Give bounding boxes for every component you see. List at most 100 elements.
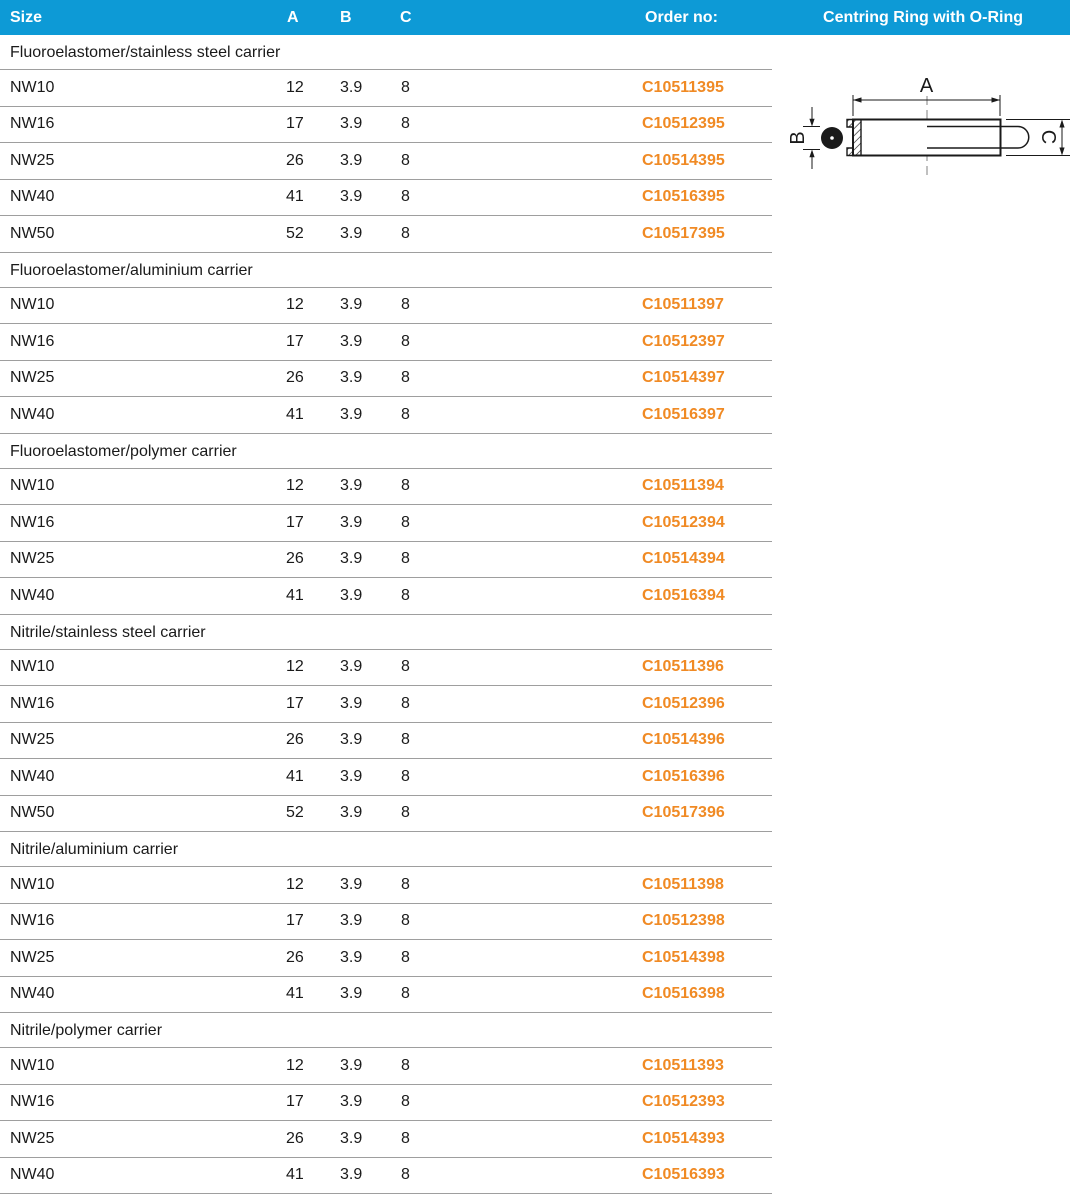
size-cell: NW16 xyxy=(10,1093,55,1111)
table-row: NW50 52 3.9 8 C10517395 xyxy=(0,216,772,253)
size-cell: NW40 xyxy=(10,586,55,604)
order-no-link[interactable]: C10511397 xyxy=(642,296,724,314)
dim-c-cell: 8 xyxy=(401,188,410,206)
order-no-link[interactable]: C10512397 xyxy=(642,332,725,350)
dim-a-cell: 41 xyxy=(286,985,304,1003)
order-no-link[interactable]: C10516396 xyxy=(642,767,725,785)
dim-label-c: C xyxy=(1037,130,1059,144)
table-row: NW10 12 3.9 8 C10511394 xyxy=(0,469,772,505)
size-cell: NW25 xyxy=(10,948,55,966)
order-no-link[interactable]: C10514395 xyxy=(642,151,725,169)
dim-a-cell: 41 xyxy=(286,767,304,785)
order-no-link[interactable]: C10517396 xyxy=(642,804,725,822)
dim-c-cell: 8 xyxy=(401,731,410,749)
table-row: NW40 41 3.9 8 C10516393 xyxy=(0,1158,772,1194)
dim-b-cell: 3.9 xyxy=(340,151,363,169)
table-row: NW10 12 3.9 8 C10511395 xyxy=(0,70,772,107)
table-row: NW25 26 3.9 8 C10514397 xyxy=(0,361,772,397)
dim-a-cell: 12 xyxy=(286,78,304,96)
dim-b-cell: 3.9 xyxy=(340,550,363,568)
technical-drawing: A C B xyxy=(787,72,1076,202)
dim-b-cell: 3.9 xyxy=(340,477,363,495)
dim-c-cell: 8 xyxy=(401,1166,410,1184)
size-cell: NW25 xyxy=(10,550,55,568)
table-row: NW40 41 3.9 8 C10516398 xyxy=(0,977,772,1013)
size-cell: NW40 xyxy=(10,985,55,1003)
dim-a-cell: 26 xyxy=(286,731,304,749)
section-header: Nitrile/aluminium carrier xyxy=(0,832,772,867)
dim-a-cell: 26 xyxy=(286,1129,304,1147)
order-no-link[interactable]: C10516393 xyxy=(642,1166,725,1184)
table-row: NW16 17 3.9 8 C10512397 xyxy=(0,324,772,361)
dim-c-cell: 8 xyxy=(401,912,410,930)
table-row: NW10 12 3.9 8 C10511393 xyxy=(0,1048,772,1085)
table-body: Fluoroelastomer/stainless steel carrier N… xyxy=(0,35,772,1194)
order-no-link[interactable]: C10512396 xyxy=(642,694,725,712)
size-cell: NW16 xyxy=(10,513,55,531)
dim-c-cell: 8 xyxy=(401,694,410,712)
size-cell: NW25 xyxy=(10,731,55,749)
order-no-link[interactable]: C10512393 xyxy=(642,1093,725,1111)
dim-a-cell: 41 xyxy=(286,1166,304,1184)
table-row: NW25 26 3.9 8 C10514396 xyxy=(0,723,772,759)
order-no-link[interactable]: C10516395 xyxy=(642,188,725,206)
size-cell: NW10 xyxy=(10,78,55,96)
dim-c-cell: 8 xyxy=(401,658,410,676)
dim-a-cell: 12 xyxy=(286,477,304,495)
order-no-link[interactable]: C10511395 xyxy=(642,78,724,96)
order-no-link[interactable]: C10516398 xyxy=(642,985,725,1003)
order-no-link[interactable]: C10514398 xyxy=(642,948,725,966)
product-table: Fluoroelastomer/stainless steel carrier N… xyxy=(0,35,772,1194)
order-no-link[interactable]: C10511394 xyxy=(642,477,724,495)
dim-a-cell: 12 xyxy=(286,875,304,893)
order-no-link[interactable]: C10514394 xyxy=(642,550,725,568)
dim-a-cell: 52 xyxy=(286,224,304,242)
order-no-link[interactable]: C10512395 xyxy=(642,115,725,133)
size-cell: NW50 xyxy=(10,224,55,242)
dim-c-cell: 8 xyxy=(401,332,410,350)
column-header-c: C xyxy=(400,9,412,26)
dim-a-cell: 41 xyxy=(286,405,304,423)
table-row: NW40 41 3.9 8 C10516396 xyxy=(0,759,772,796)
dim-c-cell: 8 xyxy=(401,115,410,133)
dim-c-cell: 8 xyxy=(401,767,410,785)
size-cell: NW10 xyxy=(10,875,55,893)
dim-b-cell: 3.9 xyxy=(340,332,363,350)
order-no-link[interactable]: C10511396 xyxy=(642,658,724,676)
order-no-link[interactable]: C10514397 xyxy=(642,369,725,387)
dim-c-cell: 8 xyxy=(401,78,410,96)
dim-b-cell: 3.9 xyxy=(340,875,363,893)
dim-label-b: B xyxy=(790,131,809,144)
dim-c-cell: 8 xyxy=(401,586,410,604)
size-cell: NW40 xyxy=(10,188,55,206)
column-header-order-no: Order no: xyxy=(645,9,718,26)
table-row: NW16 17 3.9 8 C10512398 xyxy=(0,904,772,940)
size-cell: NW10 xyxy=(10,1056,55,1074)
dim-b-cell: 3.9 xyxy=(340,694,363,712)
dim-c-cell: 8 xyxy=(401,513,410,531)
order-no-link[interactable]: C10512398 xyxy=(642,912,725,930)
dim-a-cell: 12 xyxy=(286,1056,304,1074)
dim-a-cell: 17 xyxy=(286,694,304,712)
order-no-link[interactable]: C10511398 xyxy=(642,875,724,893)
dim-a-cell: 26 xyxy=(286,948,304,966)
dim-b-cell: 3.9 xyxy=(340,78,363,96)
order-no-link[interactable]: C10511393 xyxy=(642,1056,724,1074)
order-no-link[interactable]: C10516397 xyxy=(642,405,725,423)
tongue-profile xyxy=(927,125,1030,149)
dim-a-cell: 17 xyxy=(286,912,304,930)
order-no-link[interactable]: C10516394 xyxy=(642,586,725,604)
dim-b-cell: 3.9 xyxy=(340,985,363,1003)
order-no-link[interactable]: C10514396 xyxy=(642,731,725,749)
size-cell: NW10 xyxy=(10,296,55,314)
order-no-link[interactable]: C10517395 xyxy=(642,224,725,242)
table-row: NW10 12 3.9 8 C10511398 xyxy=(0,867,772,904)
size-cell: NW40 xyxy=(10,767,55,785)
order-no-link[interactable]: C10514393 xyxy=(642,1129,725,1147)
size-cell: NW10 xyxy=(10,658,55,676)
order-no-link[interactable]: C10512394 xyxy=(642,513,725,531)
dim-a-cell: 41 xyxy=(286,586,304,604)
dim-a-cell: 26 xyxy=(286,550,304,568)
table-row: NW40 41 3.9 8 C10516395 xyxy=(0,180,772,216)
table-row: NW25 26 3.9 8 C10514398 xyxy=(0,940,772,977)
